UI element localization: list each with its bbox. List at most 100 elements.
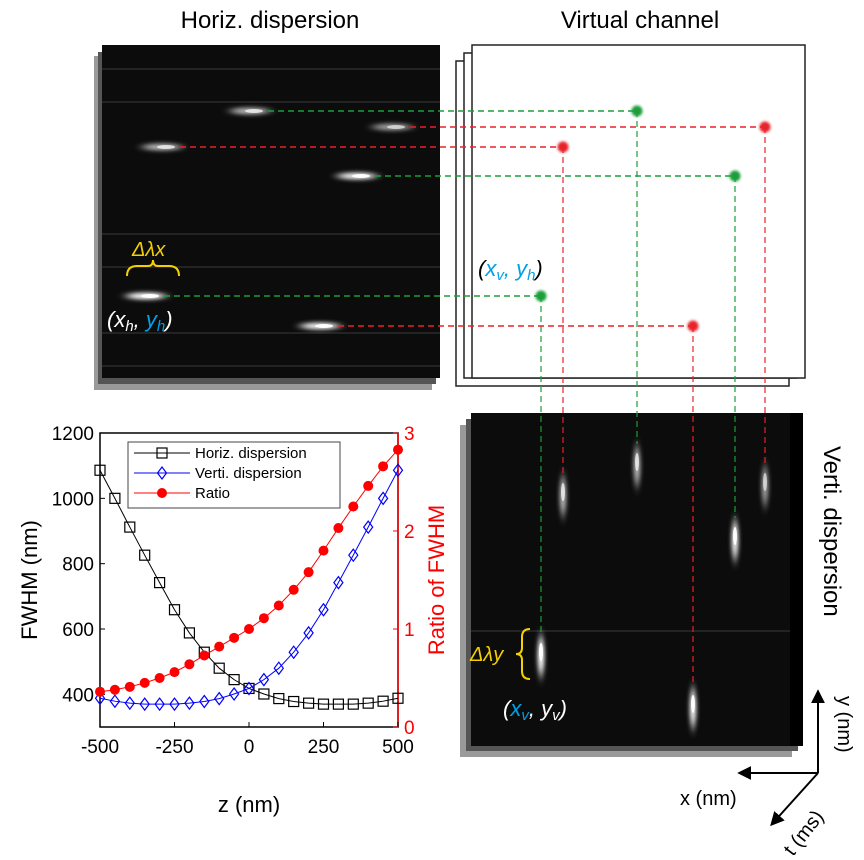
square-marker xyxy=(228,674,240,686)
y2-tick-label: 0 xyxy=(404,718,415,739)
diamond-marker xyxy=(348,548,359,563)
emitter-core-vert xyxy=(733,527,737,545)
circle-marker xyxy=(318,545,329,556)
circle-marker xyxy=(258,613,269,624)
diamond-marker xyxy=(154,697,165,712)
x-tick-label: 250 xyxy=(308,737,340,758)
diamond-marker xyxy=(124,696,136,711)
emitter-core-horiz xyxy=(157,145,175,149)
diamond-marker xyxy=(392,463,404,478)
brace-x xyxy=(126,259,180,277)
circle-marker xyxy=(244,624,254,634)
x-tick-label: -250 xyxy=(155,737,193,758)
circle-marker xyxy=(303,567,314,578)
virtual-emitter-dot xyxy=(759,121,771,133)
emitter-core-vert xyxy=(539,643,543,661)
series-ratio xyxy=(95,444,403,697)
square-marker xyxy=(392,692,404,704)
square-marker xyxy=(347,698,359,710)
emitter-core-vert xyxy=(635,453,639,471)
square-marker xyxy=(303,697,315,709)
diamond-marker xyxy=(228,687,240,702)
emitter-core-horiz xyxy=(315,324,333,328)
legend: Horiz. dispersion Verti. dispersion Ratio xyxy=(127,441,341,509)
t-arrow xyxy=(770,772,819,827)
y-axis-label: y (nm) xyxy=(833,696,855,753)
virtual-emitter-dot xyxy=(535,290,547,302)
emitter-core-horiz xyxy=(141,294,159,298)
diamond-marker xyxy=(243,681,255,696)
y-tick-label: 400 xyxy=(62,685,94,706)
y2-axis-title: Ratio of FWHM xyxy=(424,505,449,655)
correspondence-lines xyxy=(164,105,771,686)
x-axis-label: x (nm) xyxy=(680,788,737,810)
emitter-core-horiz xyxy=(387,125,405,129)
y2-tick-label: 3 xyxy=(404,424,415,445)
circle-marker xyxy=(124,681,135,692)
brace-y xyxy=(515,628,531,680)
square-marker xyxy=(154,577,166,589)
virtual-emitter-dot xyxy=(729,170,741,182)
circle-marker xyxy=(95,686,105,697)
square-marker xyxy=(124,521,136,533)
circle-marker xyxy=(139,677,150,688)
fwhm-chart: -500 -250 0 250 500 400 600 800 1000 1200 0 1 2 3 z (… xyxy=(17,424,449,817)
y-axis-title: FWHM (nm) xyxy=(17,520,42,640)
diamond-marker xyxy=(318,602,329,617)
circle-marker xyxy=(229,632,240,643)
emitter-core-horiz xyxy=(245,109,263,113)
diamond-marker xyxy=(333,575,344,590)
x-tick-label: 500 xyxy=(382,737,414,758)
square-marker xyxy=(94,464,106,476)
circle-marker xyxy=(288,584,299,595)
diamond-marker xyxy=(109,694,121,709)
xv-yv-label: (xv, yv) xyxy=(503,696,567,724)
diamond-marker xyxy=(94,691,106,706)
square-marker xyxy=(377,695,389,707)
horiz-dispersion-title: Horiz. dispersion xyxy=(181,7,360,34)
emitter-core-vert xyxy=(561,483,565,501)
circle-marker xyxy=(109,684,120,695)
verti-dispersion-title: Verti. dispersion xyxy=(818,446,845,617)
square-marker xyxy=(109,492,121,504)
square-marker xyxy=(183,627,195,639)
square-marker xyxy=(317,698,330,710)
legend-label: Ratio xyxy=(195,485,230,502)
diamond-marker xyxy=(377,491,389,506)
virtual-emitter-dot xyxy=(631,105,643,117)
square-marker xyxy=(156,447,168,459)
y2-tick-label: 1 xyxy=(404,620,415,641)
x-axis-title: z (nm) xyxy=(218,792,280,817)
diamond-marker xyxy=(362,520,374,535)
circle-marker xyxy=(348,501,359,512)
diamond-marker xyxy=(139,697,150,712)
virtual-emitter-dot xyxy=(557,141,569,153)
diamond-marker xyxy=(273,661,285,676)
legend-label: Horiz. dispersion xyxy=(195,445,307,462)
square-marker xyxy=(258,688,270,700)
series-verti-dispersion xyxy=(94,463,404,712)
diamond-marker xyxy=(199,694,210,709)
circle-marker xyxy=(273,600,284,611)
diamond-marker xyxy=(156,466,168,480)
x-tick-label: -500 xyxy=(81,737,119,758)
circle-marker xyxy=(214,641,225,652)
xv-yh-label: (xv, yh) xyxy=(478,256,543,284)
square-marker xyxy=(168,604,181,616)
delta-lambda-y-label: Δλy xyxy=(469,644,504,666)
circle-marker xyxy=(154,673,165,683)
t-axis-label: t (ms) xyxy=(780,806,829,860)
y-tick-label: 1200 xyxy=(52,424,94,445)
diamond-marker xyxy=(303,625,314,640)
y2-tick-label: 2 xyxy=(404,522,415,543)
virtual-channel-stack xyxy=(455,44,806,387)
circle-marker xyxy=(378,461,389,472)
horiz-dispersion-image xyxy=(94,45,440,390)
circle-marker xyxy=(333,523,344,534)
delta-lambda-x-label: Δλx xyxy=(131,239,166,261)
circle-marker xyxy=(169,667,180,678)
virtual-emitter-dot xyxy=(687,320,699,332)
circle-marker xyxy=(393,444,403,455)
square-marker xyxy=(139,549,151,561)
